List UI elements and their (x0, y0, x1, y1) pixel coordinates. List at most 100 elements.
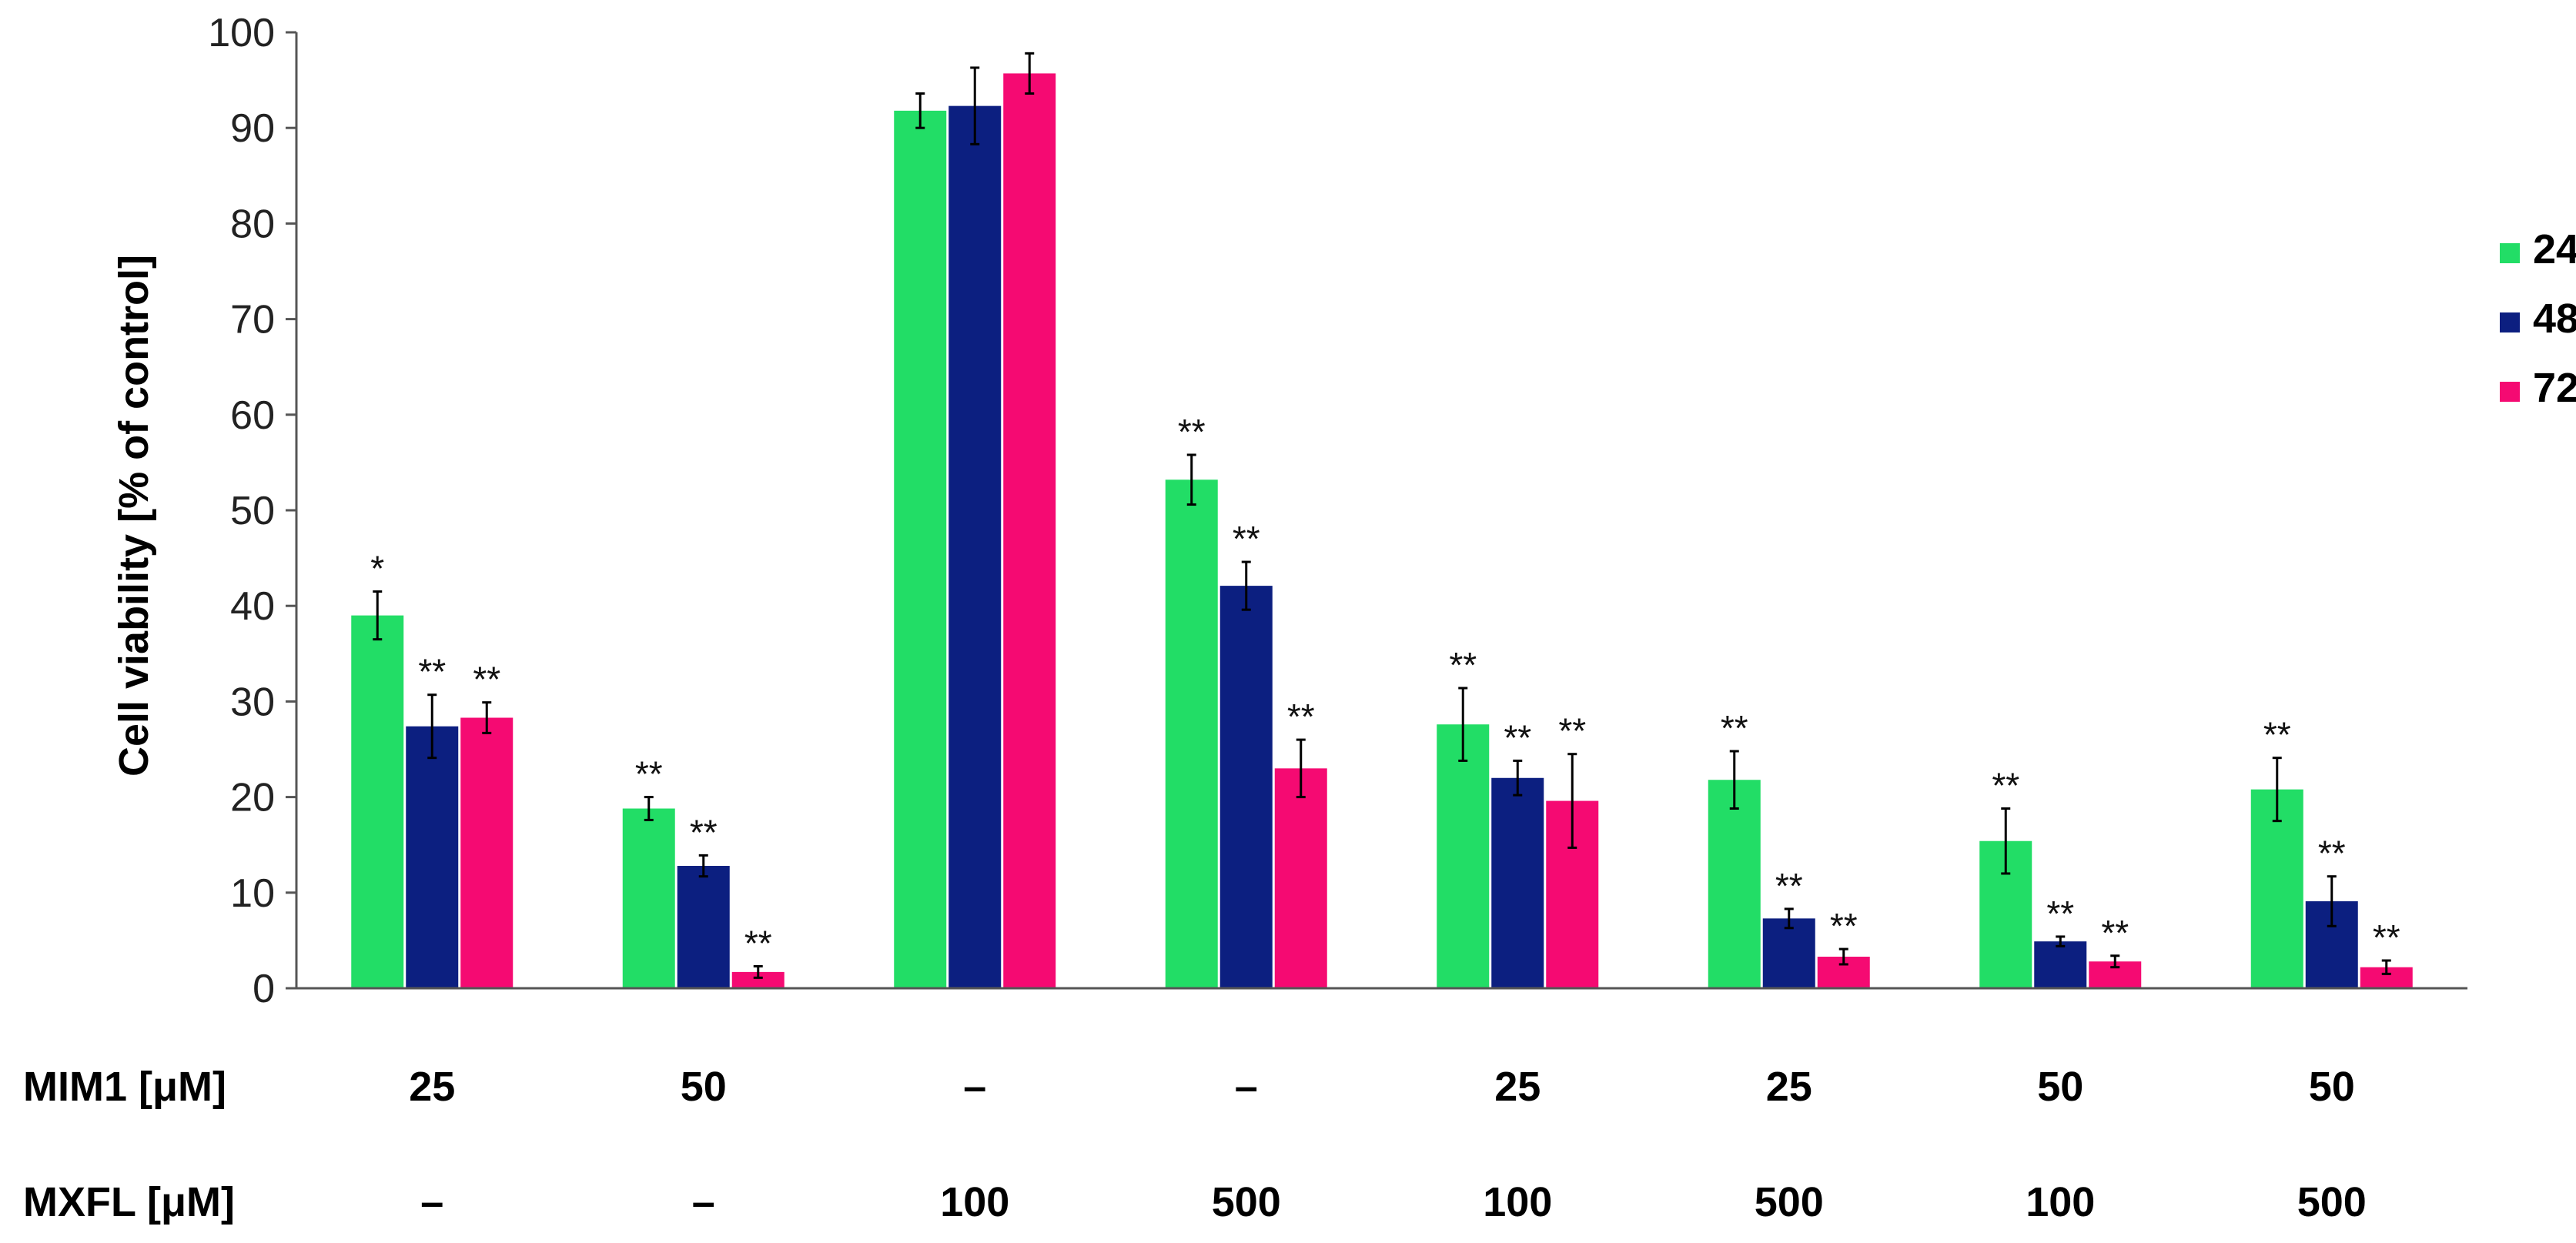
bar-72h-group-1 (460, 717, 514, 988)
bar-48h-group-3 (948, 105, 1002, 988)
error-bar (1458, 687, 1468, 762)
significance-marker: ** (1992, 766, 2019, 806)
bar-24h-group-3 (894, 110, 947, 988)
y-axis-ticks: 0 10 20 30 40 50 60 70 80 90 100 (208, 11, 296, 1011)
treatment-value: 100 (1483, 1179, 1552, 1225)
y-tick-label: 80 (230, 202, 275, 246)
bar-72h-group-4 (1274, 768, 1327, 988)
treatment-value: – (1235, 1064, 1258, 1110)
bar-48h-group-2 (677, 866, 730, 988)
error-bar (2272, 757, 2282, 823)
treatment-value: 500 (2297, 1179, 2367, 1225)
bar-48h-group-4 (1219, 586, 1273, 988)
error-bar (373, 590, 383, 641)
treatment-value: 50 (2309, 1064, 2355, 1110)
bar-48h-group-5 (1491, 777, 1544, 988)
bar-24h-group-8 (2250, 789, 2303, 988)
legend-label-48h: 48h (2533, 296, 2576, 342)
y-tick-label: 70 (230, 298, 275, 342)
legend-label-72h: 72h (2533, 365, 2576, 411)
significance-marker: ** (690, 812, 718, 852)
y-tick-label: 20 (230, 776, 275, 820)
bars (351, 73, 2413, 988)
error-bar (1296, 738, 1306, 799)
error-bar (1729, 750, 1739, 810)
significance-marker: ** (1504, 717, 1531, 757)
treatment-row-label: MIM1 [μM] (23, 1064, 226, 1110)
error-bar (1567, 753, 1577, 849)
bar-24h-group-5 (1437, 724, 1490, 988)
error-bars (373, 52, 2391, 979)
treatment-value: – (692, 1179, 715, 1225)
error-bar (753, 964, 763, 979)
treatment-value: 25 (409, 1064, 455, 1110)
significance-marker: ** (1558, 711, 1586, 751)
y-tick-label: 40 (230, 584, 275, 629)
significance-marker: ** (744, 923, 772, 963)
significance-marker: ** (2046, 894, 2074, 934)
y-tick-label: 100 (208, 11, 275, 55)
significance-marker: ** (1830, 906, 1858, 946)
error-bar (427, 693, 437, 760)
bar-24h-group-1 (351, 615, 404, 988)
bar-72h-group-3 (1003, 73, 1056, 988)
y-tick-label: 10 (230, 871, 275, 916)
error-bar (1513, 759, 1523, 797)
error-bar (1025, 52, 1035, 95)
bar-72h-group-2 (731, 971, 785, 988)
bar-48h-group-6 (1762, 918, 1815, 988)
treatment-value: 50 (681, 1064, 727, 1110)
significance-marker: ** (1775, 866, 1803, 906)
treatment-value: – (420, 1179, 443, 1225)
y-tick-label: 90 (230, 106, 275, 151)
bar-48h-group-1 (406, 726, 459, 988)
error-bar (2110, 954, 2120, 969)
significance-marker: ** (2373, 917, 2400, 957)
significance-marker: ** (1233, 519, 1260, 559)
significance-marker: ** (418, 652, 446, 692)
significance-marker: ** (473, 660, 500, 700)
legend-swatch-48h (2500, 312, 2520, 332)
treatment-value: 25 (1494, 1064, 1541, 1110)
bar-24h-group-6 (1708, 780, 1761, 988)
error-bar (1838, 947, 1848, 966)
error-bar (1186, 453, 1196, 506)
error-bar (1241, 560, 1251, 611)
significance-markers: ********************************* **** ** *… (370, 412, 2400, 963)
bar-24h-group-2 (622, 808, 675, 988)
significance-marker: ** (2263, 715, 2291, 755)
legend-swatch-72h (2500, 382, 2520, 402)
legend-label-24h: 24h (2533, 226, 2576, 272)
significance-marker: ** (1178, 412, 1206, 452)
significance-marker: ** (2101, 913, 2129, 953)
significance-marker: * (370, 549, 384, 589)
y-tick-label: 50 (230, 489, 275, 533)
significance-marker: ** (1449, 645, 1477, 685)
bar-24h-group-4 (1165, 479, 1218, 988)
treatment-value: 500 (1755, 1179, 1824, 1225)
y-tick-label: 30 (230, 680, 275, 724)
error-bar (698, 854, 708, 878)
error-bar (482, 701, 492, 734)
error-bar (644, 796, 654, 821)
treatment-value: 100 (2026, 1179, 2095, 1225)
error-bar (970, 66, 980, 145)
significance-marker: ** (1287, 697, 1315, 737)
y-tick-label: 60 (230, 393, 275, 438)
error-bar (2327, 875, 2337, 927)
legend-swatch-24h (2500, 243, 2520, 263)
treatment-value: 25 (1766, 1064, 1812, 1110)
error-bar (2381, 959, 2391, 975)
significance-marker: ** (2318, 834, 2346, 874)
significance-marker: ** (635, 754, 663, 794)
error-bar (2001, 807, 2011, 875)
error-bar (1784, 907, 1794, 930)
error-bar (915, 92, 925, 129)
treatment-value: – (963, 1064, 986, 1110)
treatment-value: 500 (1212, 1179, 1281, 1225)
treatment-value: 100 (940, 1179, 1009, 1225)
treatment-row-label: MXFL [μM] (23, 1179, 235, 1225)
treatment-value: 50 (2037, 1064, 2083, 1110)
bar-48h-group-7 (2034, 941, 2087, 988)
